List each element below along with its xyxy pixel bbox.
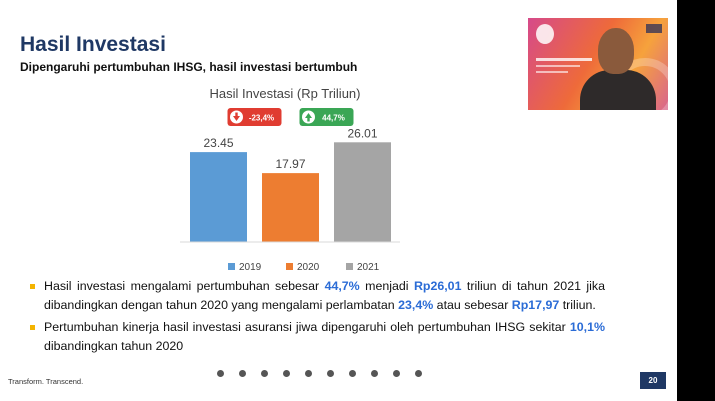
arrow-shaft bbox=[307, 118, 310, 122]
event-logo-icon bbox=[536, 24, 554, 44]
bullet-square-icon bbox=[30, 325, 35, 330]
bullet-text: atau sebesar bbox=[433, 298, 512, 312]
slide-indicator-dot[interactable] bbox=[393, 370, 400, 377]
legend-swatch bbox=[228, 263, 235, 270]
slide-title: Hasil Investasi bbox=[20, 33, 166, 56]
bullet-list: Hasil investasi mengalami pertumbuhan se… bbox=[30, 277, 605, 359]
video-background-text-line bbox=[536, 65, 580, 67]
presenter-body bbox=[580, 70, 656, 110]
video-background-text-line bbox=[536, 58, 592, 61]
chart-title: Hasil Investasi (Rp Triliun) bbox=[210, 86, 361, 101]
legend-label: 2021 bbox=[357, 262, 380, 273]
highlighted-figure: Rp17,97 bbox=[511, 298, 560, 312]
highlighted-figure: 23,4% bbox=[398, 298, 434, 312]
bullet-item: Pertumbuhan kinerja hasil investasi asur… bbox=[30, 318, 605, 356]
slide-subtitle: Dipengaruhi pertumbuhan IHSG, hasil inve… bbox=[20, 60, 358, 74]
legend-label: 2019 bbox=[239, 262, 262, 273]
bullet-square-icon bbox=[30, 284, 35, 289]
slide-indicator-dot[interactable] bbox=[283, 370, 290, 377]
bar-2020 bbox=[262, 173, 319, 242]
highlighted-figure: 44,7% bbox=[324, 279, 360, 293]
slide-indicator-dot[interactable] bbox=[327, 370, 334, 377]
slide-indicator-dot[interactable] bbox=[415, 370, 422, 377]
slide-indicator-dot[interactable] bbox=[371, 370, 378, 377]
page-number-badge: 20 bbox=[640, 372, 666, 389]
highlighted-figure: Rp26,01 bbox=[413, 279, 462, 293]
slide-indicator-dot[interactable] bbox=[239, 370, 246, 377]
arrow-shaft bbox=[235, 112, 238, 116]
presenter-video-feed[interactable] bbox=[528, 18, 668, 110]
legend-swatch bbox=[286, 263, 293, 270]
video-background-text-line bbox=[536, 71, 568, 73]
slide-indicator-dot[interactable] bbox=[217, 370, 224, 377]
data-label: 23.45 bbox=[203, 136, 233, 150]
footer-tagline: Transform. Transcend. bbox=[8, 377, 84, 386]
bullet-text: dibandingkan tahun 2020 bbox=[44, 339, 184, 353]
bullet-text: triliun. bbox=[559, 298, 596, 312]
arrow-up-head bbox=[305, 113, 312, 118]
bullet-text: Hasil investasi mengalami pertumbuhan se… bbox=[44, 279, 325, 293]
bullet-text: menjadi bbox=[359, 279, 414, 293]
slide-indicator-dot[interactable] bbox=[261, 370, 268, 377]
video-corner-badge bbox=[646, 24, 662, 33]
window-edge-bar bbox=[677, 0, 715, 401]
bullet-text: triliun di tahun 2021 jika dibandingkan … bbox=[44, 279, 605, 312]
bullet-item: Hasil investasi mengalami pertumbuhan se… bbox=[30, 277, 605, 315]
highlighted-figure: 10,1% bbox=[569, 320, 605, 334]
data-label: 17.97 bbox=[275, 157, 305, 171]
change-badge-label: 44,7% bbox=[322, 114, 345, 123]
slide-indicator-dot[interactable] bbox=[349, 370, 356, 377]
bar-2021 bbox=[334, 142, 391, 242]
legend-swatch bbox=[346, 263, 353, 270]
investment-bar-chart: Hasil Investasi (Rp Triliun) 23.45 17.97 26… bbox=[180, 86, 400, 273]
data-label: 26.01 bbox=[347, 126, 377, 140]
change-badge-label: -23,4% bbox=[249, 114, 274, 123]
arrow-down-head bbox=[233, 116, 240, 121]
slide-indicator-dot[interactable] bbox=[305, 370, 312, 377]
slide-navigation-dots bbox=[217, 370, 422, 377]
presenter-head bbox=[598, 28, 634, 74]
bullet-text: Pertumbuhan kinerja hasil investasi asur… bbox=[44, 320, 570, 334]
legend-label: 2020 bbox=[297, 262, 320, 273]
bar-2019 bbox=[190, 152, 247, 242]
